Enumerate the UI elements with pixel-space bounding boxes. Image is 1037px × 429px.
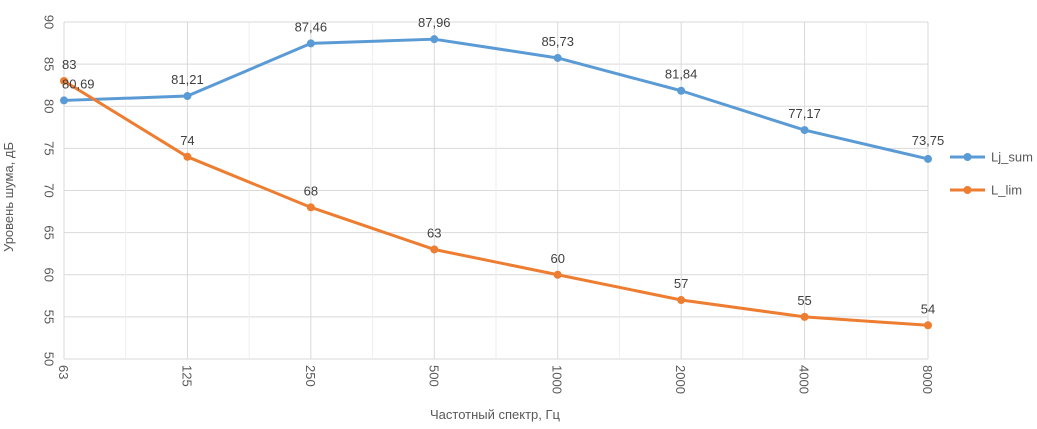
series-line-l-lim: [63, 79, 929, 327]
data-point: [60, 76, 68, 85]
data-label: 85,73: [541, 34, 574, 49]
data-label: 60: [550, 251, 564, 266]
legend-label: Lj_sum: [991, 150, 1033, 165]
x-tick-label: 125: [179, 365, 194, 387]
x-tick-label: 250: [303, 365, 318, 387]
y-tick-label: 85: [41, 57, 56, 71]
data-label: 73,75: [912, 133, 945, 148]
data-label: 54: [921, 301, 935, 316]
x-axis-title: Частотный спектр, Гц: [430, 407, 561, 422]
data-label: 63: [427, 225, 441, 240]
data-label: 81,21: [171, 72, 204, 87]
y-tick-label: 80: [41, 99, 56, 113]
data-label: 87,96: [418, 15, 451, 30]
data-point: [924, 321, 932, 330]
x-tick-label: 8000: [920, 365, 935, 394]
data-point: [306, 203, 315, 212]
x-tick-label: 2000: [673, 365, 688, 394]
gridlines: [63, 21, 929, 360]
data-point: [924, 154, 932, 163]
legend-label: L_lim: [991, 183, 1022, 198]
y-tick-label: 90: [41, 15, 56, 29]
data-point: [430, 35, 439, 44]
data-label: 77,17: [788, 106, 821, 121]
data-label: 80,69: [62, 76, 95, 91]
series-line-lj-sum: [63, 37, 929, 161]
data-label: 74: [180, 133, 194, 148]
legend-marker: [963, 186, 972, 194]
y-axis-title: Уровень шума, дБ: [1, 142, 16, 252]
y-tick-label: 55: [41, 310, 56, 324]
data-label: 83: [62, 57, 76, 72]
y-axis-tick-labels: 50 55 60 65 70 75 80 85 90: [41, 15, 56, 366]
data-label: 55: [797, 293, 811, 308]
x-tick-label: 4000: [797, 365, 812, 394]
data-point: [60, 96, 68, 105]
legend: Lj_sum L_lim: [950, 150, 1033, 198]
data-point: [183, 152, 192, 161]
data-point: [430, 245, 439, 254]
data-labels: 80,69 81,21 87,46 87,96 85,73 81,84 77,17 73,75…: [62, 15, 944, 316]
data-label: 87,46: [295, 19, 328, 34]
data-point: [553, 53, 562, 62]
x-axis-tick-labels: 63 125 250 500 1000 2000 4000 8000: [56, 365, 935, 394]
data-label: 68: [304, 183, 318, 198]
y-tick-label: 70: [41, 183, 56, 197]
data-point: [553, 270, 562, 279]
x-tick-label: 63: [56, 365, 71, 379]
x-tick-label: 500: [426, 365, 441, 387]
y-tick-label: 60: [41, 268, 56, 282]
data-label: 81,84: [665, 67, 698, 82]
data-label: 57: [674, 276, 688, 291]
data-point: [306, 39, 315, 48]
legend-marker: [963, 153, 972, 161]
series-group: [60, 35, 932, 330]
y-tick-label: 65: [41, 225, 56, 239]
y-tick-label: 75: [41, 141, 56, 155]
y-tick-label: 50: [41, 352, 56, 366]
data-point: [800, 126, 809, 135]
data-point: [677, 296, 686, 305]
data-point: [677, 86, 686, 95]
x-tick-label: 1000: [550, 365, 565, 394]
data-point: [800, 312, 809, 321]
data-point: [183, 92, 192, 101]
